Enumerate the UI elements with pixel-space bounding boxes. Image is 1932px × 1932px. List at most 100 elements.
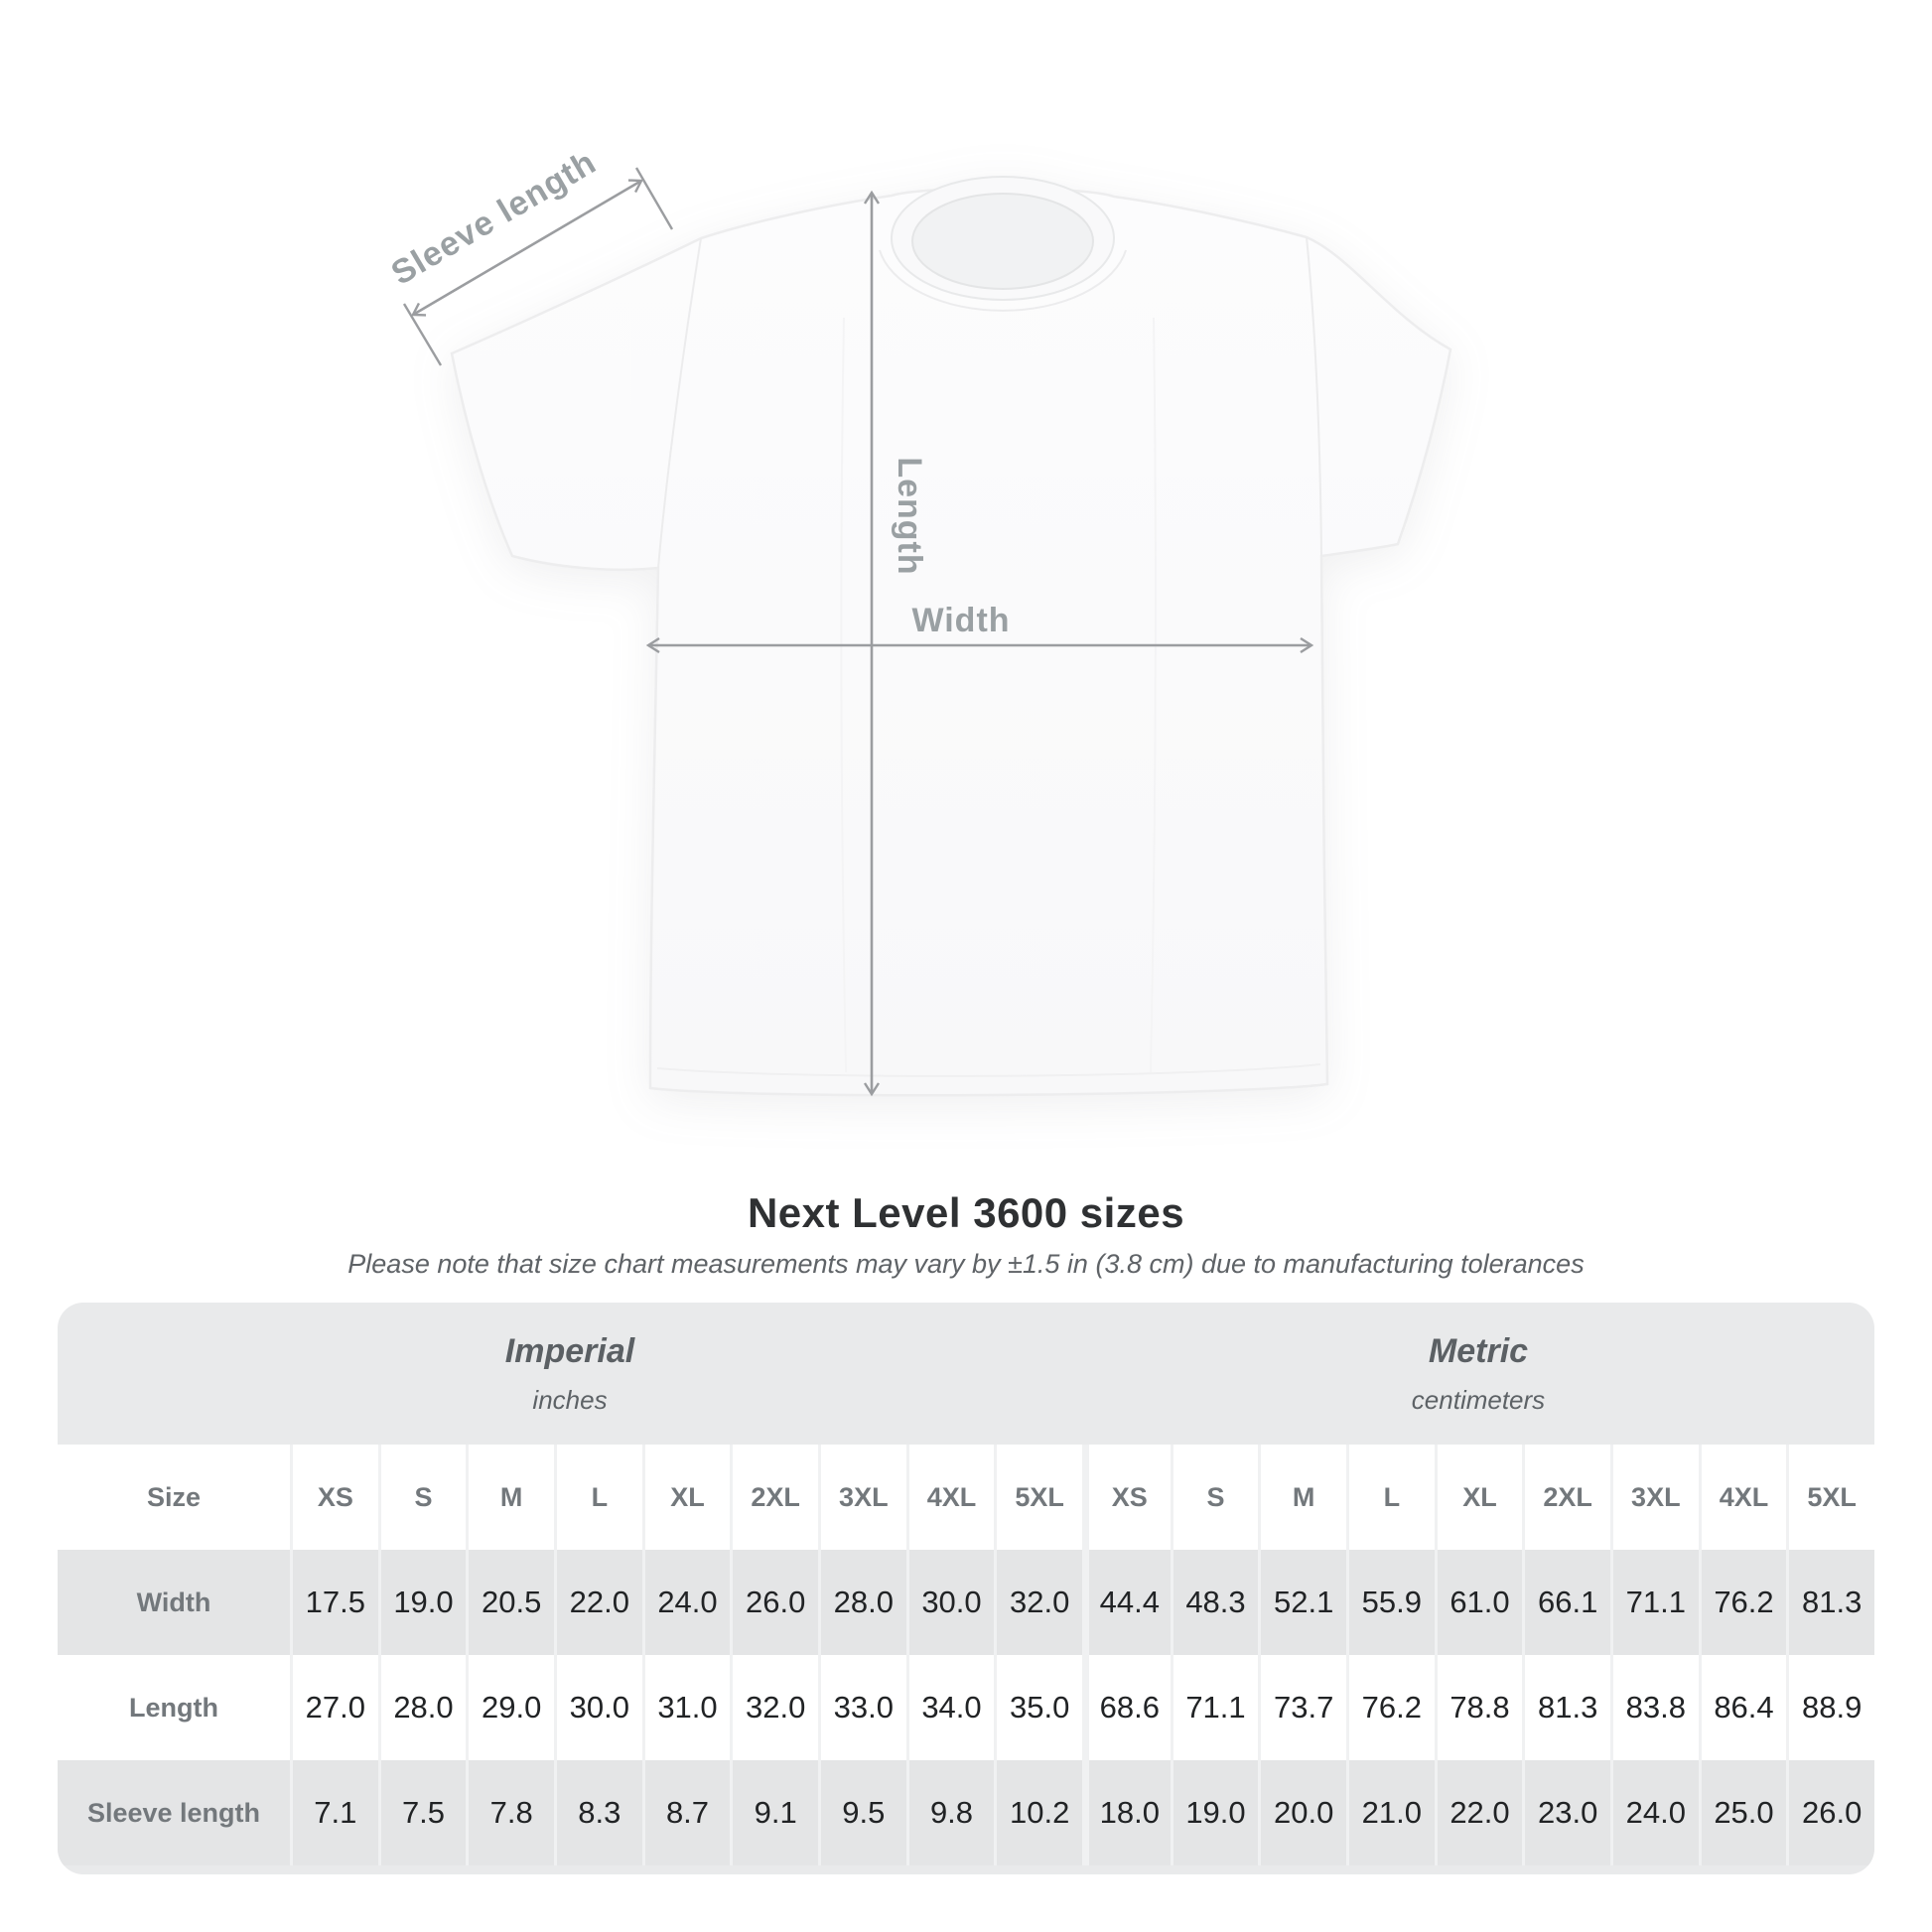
table-cell: 48.3 (1170, 1550, 1259, 1655)
size-column-header: XS (1081, 1445, 1171, 1550)
size-table-card: Imperial inches Metric centimeters Size X… (58, 1303, 1874, 1874)
right-armhole-seam (1306, 236, 1322, 557)
table-cell: 26.0 (730, 1550, 818, 1655)
table-cell: 88.9 (1786, 1655, 1874, 1760)
tshirt-measurement-diagram: Sleeve length Length Width (385, 143, 1452, 1097)
sleeve-length-label: Sleeve length (385, 143, 603, 293)
table-cell: 23.0 (1522, 1760, 1610, 1865)
table-cell: 19.0 (1170, 1760, 1259, 1865)
row-label: Length (58, 1655, 290, 1760)
collar-stitch (879, 249, 1127, 312)
length-label: Length (891, 457, 928, 575)
hem-stitch (656, 1063, 1321, 1077)
table-cell: 29.0 (466, 1655, 554, 1760)
table-cell: 73.7 (1258, 1655, 1346, 1760)
size-column-header: XL (1434, 1445, 1523, 1550)
fabric-crease (1150, 317, 1157, 1073)
size-column-header: 3XL (1609, 1445, 1699, 1550)
table-cell: 44.4 (1081, 1550, 1171, 1655)
size-column-header: 5XL (1786, 1445, 1874, 1550)
size-column-header: XL (641, 1445, 731, 1550)
table-cell: 19.0 (377, 1550, 467, 1655)
table-cell: 17.5 (290, 1550, 378, 1655)
left-armhole-seam (657, 237, 702, 569)
table-cell: 9.1 (730, 1760, 818, 1865)
table-cell: 52.1 (1258, 1550, 1346, 1655)
table-cell: 9.5 (817, 1760, 906, 1865)
table-cell: 76.2 (1345, 1655, 1435, 1760)
row-label: Sleeve length (58, 1760, 290, 1865)
table-cell: 24.0 (641, 1550, 731, 1655)
table-cell: 61.0 (1434, 1550, 1523, 1655)
table-cell: 32.0 (730, 1655, 818, 1760)
table-cell: 28.0 (377, 1655, 467, 1760)
table-cell: 66.1 (1522, 1550, 1610, 1655)
table-cell: 81.3 (1522, 1655, 1610, 1760)
table-cell: 86.4 (1698, 1655, 1787, 1760)
table-cell: 22.0 (1434, 1760, 1523, 1865)
table-cell: 31.0 (641, 1655, 731, 1760)
size-column-header: 3XL (817, 1445, 906, 1550)
table-cell: 28.0 (817, 1550, 906, 1655)
imperial-group-header: Imperial inches (58, 1303, 1082, 1445)
metric-label: Metric (1428, 1332, 1529, 1370)
table-cell: 33.0 (817, 1655, 906, 1760)
size-column-header: 2XL (1522, 1445, 1610, 1550)
table-cell: 30.0 (905, 1550, 995, 1655)
size-column-header: XS (290, 1445, 378, 1550)
page-subtitle: Please note that size chart measurements… (347, 1249, 1585, 1279)
metric-unit-label: centimeters (1411, 1385, 1546, 1415)
sleeve-length-arrow (413, 181, 641, 315)
table-cell: 26.0 (1786, 1760, 1874, 1865)
width-label: Width (911, 602, 1010, 639)
table-cell: 81.3 (1786, 1550, 1874, 1655)
table-cell: 9.8 (905, 1760, 995, 1865)
imperial-label: Imperial (504, 1332, 635, 1370)
size-column-header: 5XL (994, 1445, 1082, 1550)
size-column-header: 4XL (1698, 1445, 1787, 1550)
table-cell: 78.8 (1434, 1655, 1523, 1760)
table-cell: 55.9 (1345, 1550, 1435, 1655)
size-column-header: L (1345, 1445, 1435, 1550)
table-cell: 32.0 (994, 1550, 1082, 1655)
imperial-unit-label: inches (532, 1385, 608, 1415)
metric-group-header: Metric centimeters (1082, 1303, 1874, 1445)
table-cell: 71.1 (1170, 1655, 1259, 1760)
size-table-grid: Size XS S M L XL 2XL 3XL 4XL 5XL XS S M L XL 2XL 3XL 4XL 5… (58, 1445, 1874, 1865)
table-cell: 8.7 (641, 1760, 731, 1865)
table-cell: 7.5 (377, 1760, 467, 1865)
fabric-crease (840, 317, 847, 1073)
table-cell: 20.5 (466, 1550, 554, 1655)
table-cell: 22.0 (553, 1550, 642, 1655)
size-column-header: S (1170, 1445, 1259, 1550)
table-cell: 21.0 (1345, 1760, 1435, 1865)
row-label: Width (58, 1550, 290, 1655)
table-cell: 76.2 (1698, 1550, 1787, 1655)
table-cell: 8.3 (553, 1760, 642, 1865)
size-column-header: 2XL (730, 1445, 818, 1550)
table-cell: 18.0 (1081, 1760, 1171, 1865)
page-title: Next Level 3600 sizes (747, 1189, 1185, 1236)
table-cell: 7.8 (466, 1760, 554, 1865)
table-cell: 20.0 (1258, 1760, 1346, 1865)
size-column-header: M (466, 1445, 554, 1550)
table-cell: 25.0 (1698, 1760, 1787, 1865)
sleeve-length-tick (402, 303, 443, 366)
table-cell: 71.1 (1609, 1550, 1699, 1655)
table-cell: 30.0 (553, 1655, 642, 1760)
table-cell: 83.8 (1609, 1655, 1699, 1760)
collar-opening (911, 193, 1094, 290)
sleeve-length-tick (634, 167, 674, 230)
table-cell: 35.0 (994, 1655, 1082, 1760)
tshirt-outline (450, 187, 1452, 1097)
table-cell: 7.1 (290, 1760, 378, 1865)
size-column-header: 4XL (905, 1445, 995, 1550)
size-column-header: L (553, 1445, 642, 1550)
size-column-header: M (1258, 1445, 1346, 1550)
size-column-header: S (377, 1445, 467, 1550)
size-header-corner: Size (58, 1445, 290, 1550)
table-cell: 10.2 (994, 1760, 1082, 1865)
table-cell: 68.6 (1081, 1655, 1171, 1760)
table-cell: 27.0 (290, 1655, 378, 1760)
